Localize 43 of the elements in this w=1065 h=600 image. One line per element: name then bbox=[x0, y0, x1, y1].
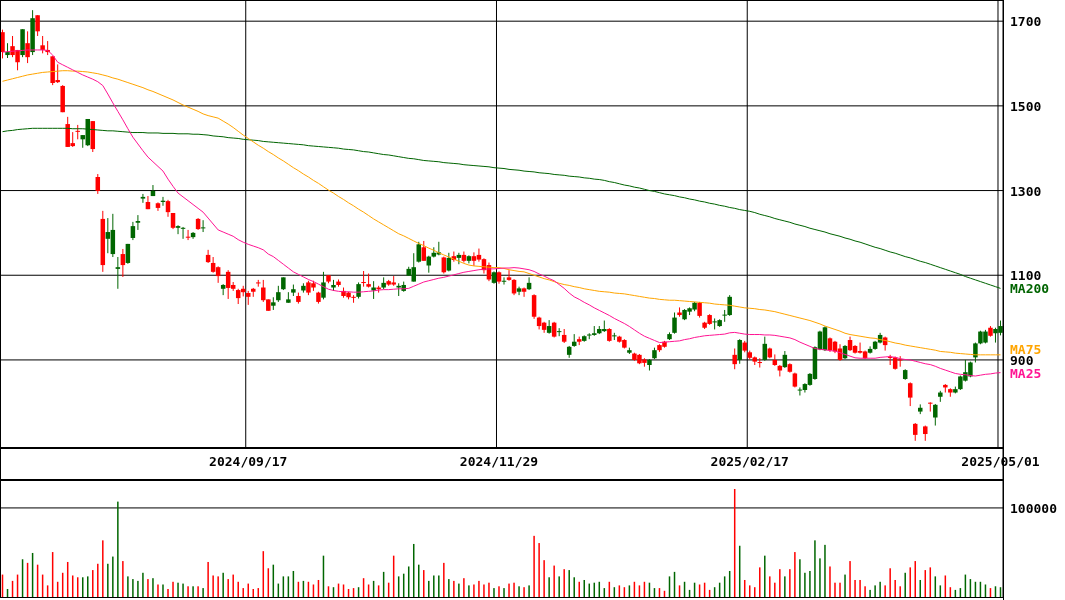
x-tick-label: 2024/09/17 bbox=[209, 454, 288, 469]
candlestick bbox=[546, 319, 552, 335]
x-tick-label: 2025/02/17 bbox=[710, 454, 789, 469]
candlestick bbox=[928, 401, 933, 413]
candlestick bbox=[140, 193, 146, 204]
candlestick bbox=[135, 214, 141, 231]
candlestick bbox=[456, 252, 462, 265]
candlestick bbox=[857, 342, 863, 355]
candlestick bbox=[155, 201, 161, 212]
candlestick bbox=[321, 271, 326, 300]
candlestick bbox=[727, 294, 732, 317]
series-label: MA200 bbox=[1010, 281, 1050, 297]
candlestick bbox=[867, 345, 873, 355]
candlestick bbox=[361, 270, 366, 288]
x-tick-label: 2024/11/29 bbox=[459, 454, 539, 469]
candlestick bbox=[531, 293, 537, 320]
candlestick bbox=[521, 287, 527, 298]
candlestick bbox=[516, 286, 522, 296]
y-tick-label: 1700 bbox=[1010, 14, 1042, 30]
y-tick-label: 1100 bbox=[1010, 268, 1042, 284]
candlestick bbox=[907, 381, 913, 407]
y-tick-label: 1500 bbox=[1010, 98, 1042, 114]
candlestick bbox=[175, 224, 181, 235]
candlestick bbox=[416, 241, 421, 264]
series-label: MA75 bbox=[1010, 341, 1042, 357]
candlestick bbox=[737, 338, 742, 365]
candlestick bbox=[732, 347, 737, 370]
candlestick bbox=[421, 240, 427, 262]
candlestick bbox=[933, 403, 938, 427]
candlestick bbox=[471, 251, 477, 267]
y-tick-label: 100000 bbox=[1010, 500, 1058, 516]
candlestick bbox=[506, 269, 512, 282]
y-tick-label: 1300 bbox=[1010, 183, 1042, 199]
series-label: MA25 bbox=[1010, 365, 1042, 381]
candlestick bbox=[200, 219, 206, 233]
candlestick bbox=[25, 30, 30, 64]
candlestick bbox=[672, 312, 677, 335]
candlestick bbox=[105, 217, 111, 254]
candlestick bbox=[130, 221, 136, 241]
candlestick bbox=[115, 256, 121, 290]
candlestick bbox=[757, 357, 763, 369]
candlestick bbox=[722, 309, 727, 323]
candlestick bbox=[35, 14, 40, 37]
